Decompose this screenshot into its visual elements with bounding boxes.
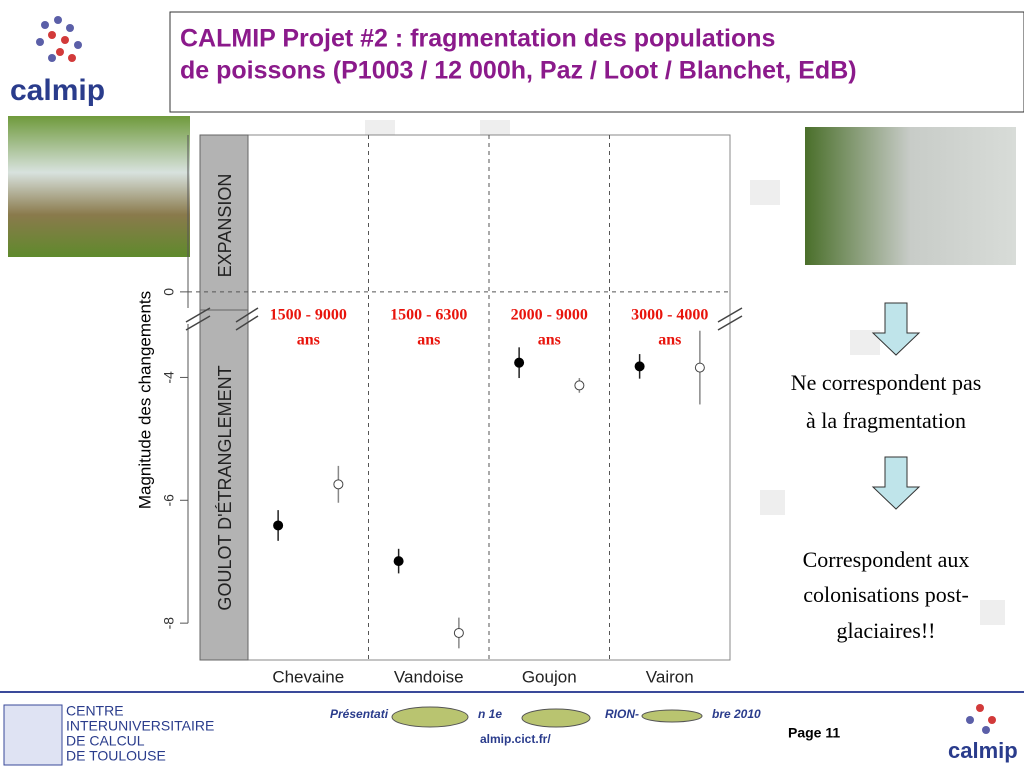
logo: calmip	[10, 16, 105, 107]
footer-text: RION-	[605, 707, 639, 721]
page-number: Page 11	[788, 725, 840, 741]
logo-text: calmip	[10, 74, 105, 107]
background-pattern	[365, 120, 1005, 625]
org-name: DE TOULOUSE	[66, 748, 166, 764]
point	[393, 556, 404, 567]
point	[694, 362, 705, 373]
point	[333, 479, 344, 490]
photo-dam	[805, 127, 1016, 265]
axis-break	[235, 315, 259, 331]
annotation: 1500 - 9000	[270, 307, 347, 324]
axis-break	[185, 315, 211, 331]
side-note: Ne correspondent pas	[791, 370, 982, 395]
y-tick-label: -6	[161, 494, 177, 507]
side-note: à la fragmentation	[806, 408, 966, 433]
org-logo	[3, 704, 63, 766]
fish	[641, 709, 703, 723]
footer-url: almip.cict.fr/	[480, 732, 551, 746]
axis-break	[235, 307, 259, 323]
axis-break	[717, 307, 743, 323]
y-axis-label: Magnitude des changements	[135, 291, 154, 509]
annotation: 2000 - 9000	[511, 307, 588, 324]
title-line: CALMIP Projet #2 : fragmentation des pop…	[180, 25, 775, 53]
side-note: colonisations post-	[803, 582, 969, 607]
footer-logo: calmip	[948, 738, 1018, 763]
arrow	[871, 456, 921, 510]
annotation: ans	[417, 332, 440, 349]
annotation: ans	[658, 332, 681, 349]
axis-break	[717, 315, 743, 331]
photo-weir	[8, 116, 190, 257]
annotation: ans	[297, 332, 320, 349]
point	[634, 361, 645, 372]
fish	[521, 708, 591, 728]
annotation: 1500 - 6300	[390, 307, 467, 324]
footer-text: Présentati	[330, 707, 389, 721]
title-box	[169, 11, 1024, 113]
org-name: INTERUNIVERSITAIRE	[66, 718, 214, 734]
axis-break	[185, 307, 211, 323]
x-tick-label: Vairon	[646, 667, 694, 686]
fish	[391, 706, 469, 728]
plot-frame	[199, 134, 731, 661]
point	[514, 357, 525, 368]
side-note: Correspondent aux	[803, 547, 970, 572]
chart: EXPANSION GOULOT D'ÉTRANGLEMENT -8 -6 -4 0 Mag…	[135, 134, 743, 686]
point	[273, 520, 284, 531]
x-tick-label: Goujon	[522, 667, 577, 686]
x-tick-label: Vandoise	[394, 667, 464, 686]
point	[574, 380, 585, 391]
arrow	[871, 302, 921, 356]
org-name: CENTRE	[66, 703, 124, 719]
org-name: DE CALCUL	[66, 733, 145, 749]
y-tick-label: -4	[161, 371, 177, 384]
panel-label: EXPANSION	[215, 174, 235, 278]
x-tick-label: Chevaine	[272, 667, 344, 686]
annotation: ans	[538, 332, 561, 349]
footer-text: bre 2010	[712, 707, 761, 721]
side-note: glaciaires!!	[837, 618, 936, 643]
footer-text: n 1e	[478, 707, 502, 721]
annotation: 3000 - 4000	[631, 307, 708, 324]
point	[453, 627, 464, 638]
title-line: de poissons (P1003 / 12 000h, Paz / Loot…	[180, 57, 857, 85]
y-tick-label: 0	[161, 288, 177, 296]
side-notes: Ne correspondent pas à la fragmentation Co…	[791, 302, 982, 643]
panel-strip	[199, 134, 249, 661]
y-tick-label: -8	[161, 617, 177, 630]
panel-label: GOULOT D'ÉTRANGLEMENT	[215, 365, 235, 610]
